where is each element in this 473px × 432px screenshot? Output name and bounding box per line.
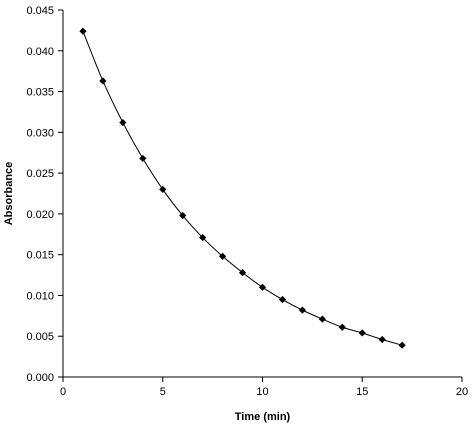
data-point: [278, 295, 287, 304]
data-point: [99, 77, 107, 85]
data-point: [139, 154, 147, 163]
x-axis-title: Time (min): [235, 411, 291, 423]
y-tick-label: 0.020: [26, 209, 54, 221]
data-point: [219, 252, 227, 260]
y-tick-label: 0.030: [26, 127, 54, 139]
y-tick-label: 0.045: [26, 5, 54, 17]
y-tick-label: 0.025: [26, 168, 54, 180]
data-point: [338, 323, 346, 331]
y-tick-label: 0.000: [26, 372, 54, 384]
y-axis-ticks: 0.000 0.005 0.010 0.015 0.020 0.025 0.030 0.035…: [26, 5, 63, 384]
y-axis-title: Absorbance: [3, 162, 15, 226]
data-point: [358, 329, 366, 337]
y-tick-label: 0.040: [26, 46, 54, 58]
series-line: [82, 31, 403, 346]
x-tick-label: 5: [160, 386, 166, 398]
x-tick-label: 0: [60, 386, 66, 398]
data-point: [159, 185, 167, 194]
series-layer: [79, 27, 406, 349]
data-point: [318, 315, 326, 323]
data-point: [398, 341, 406, 349]
data-point: [179, 211, 187, 220]
y-tick-label: 0.015: [26, 250, 54, 262]
data-point: [199, 233, 207, 242]
y-tick-label: 0.005: [26, 331, 54, 343]
x-tick-label: 20: [456, 386, 468, 398]
x-axis-ticks: 0 5 10 15 20: [60, 377, 468, 398]
axes: [62, 10, 462, 378]
data-point: [258, 283, 267, 291]
data-point: [79, 27, 87, 35]
y-tick-label: 0.010: [26, 290, 54, 302]
x-tick-label: 15: [356, 386, 368, 398]
y-tick-label: 0.035: [26, 87, 54, 99]
data-point: [378, 335, 386, 344]
data-point: [238, 269, 247, 277]
data-point: [119, 118, 127, 127]
data-point: [298, 306, 306, 314]
x-tick-label: 10: [256, 386, 268, 398]
